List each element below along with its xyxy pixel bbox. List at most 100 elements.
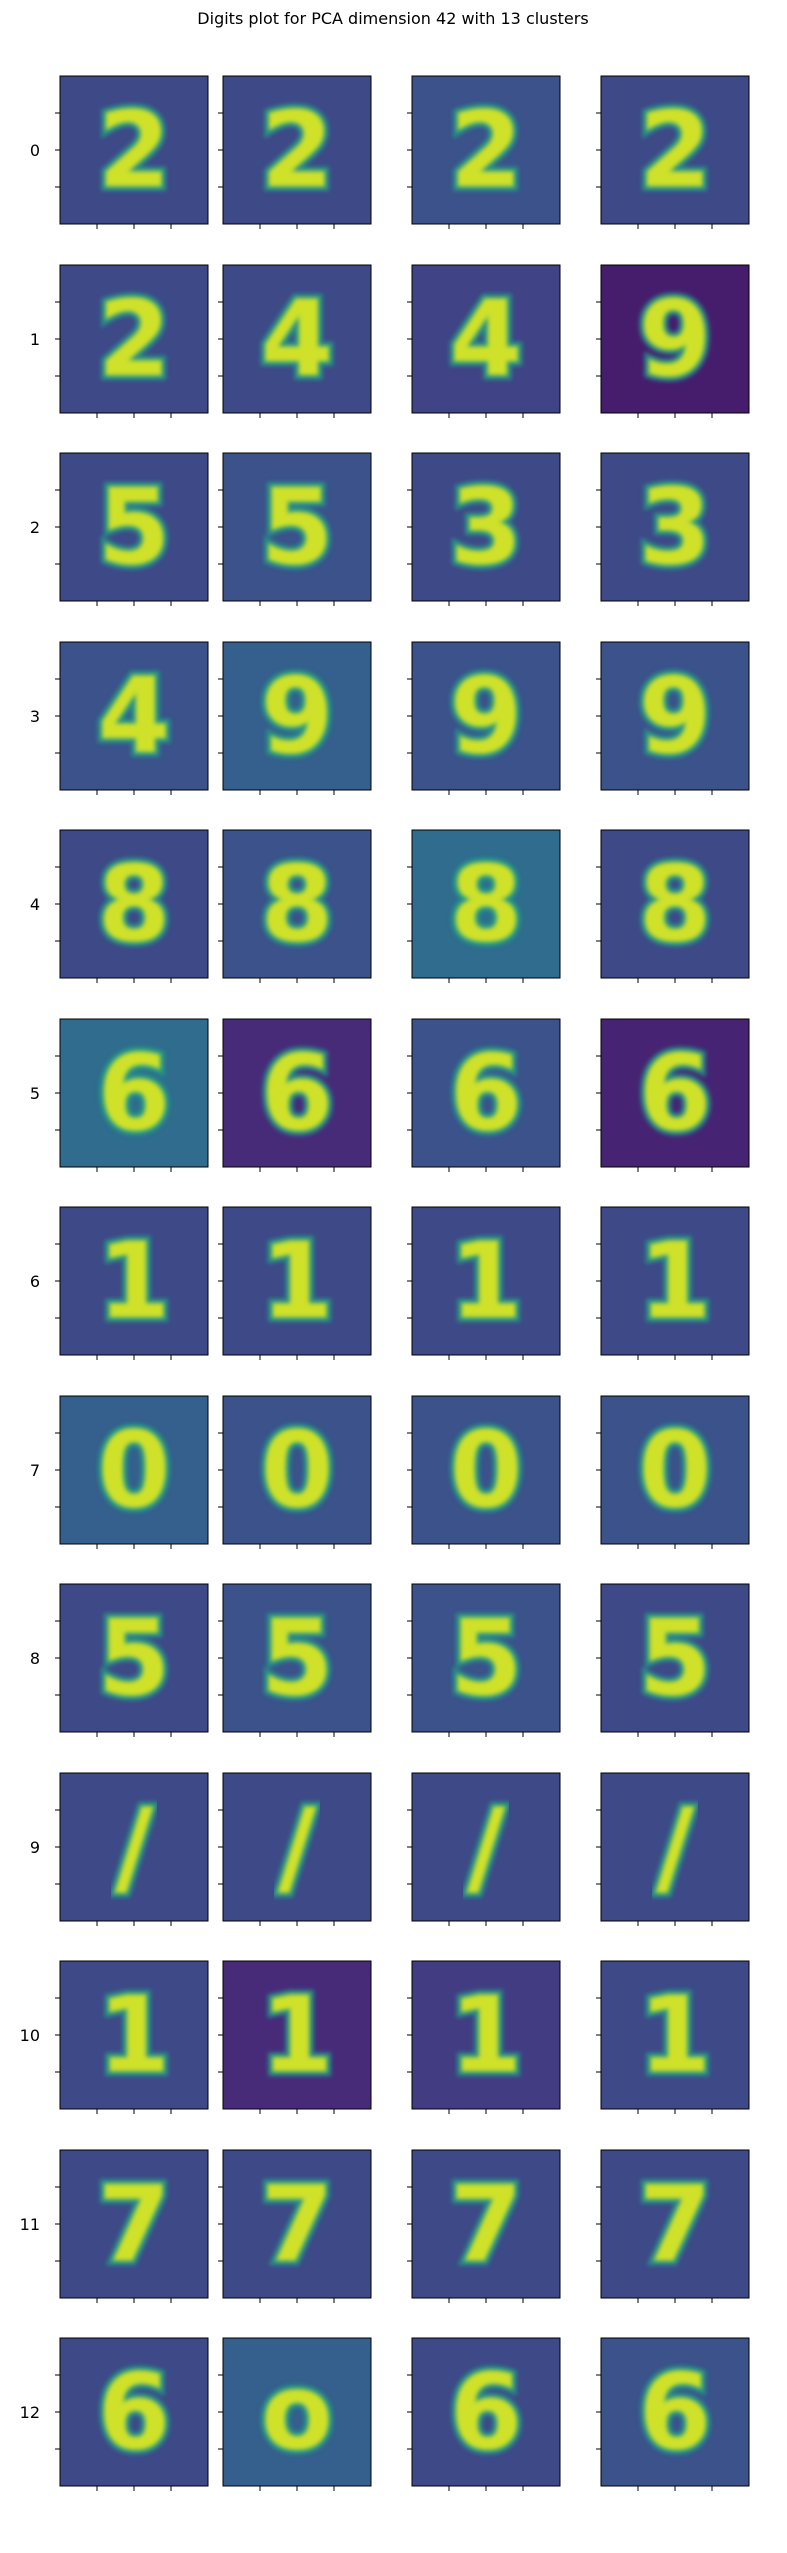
digit-glow: 2 xyxy=(98,89,170,211)
digit-panel: 66 xyxy=(596,1018,750,1172)
digit-panel: 55 xyxy=(407,1583,561,1737)
panel-background xyxy=(60,830,208,978)
row-label: 4 xyxy=(30,895,40,914)
digit-glow: o xyxy=(261,2351,332,2473)
digit-panel: 00 xyxy=(218,1395,372,1549)
digit-panel: 22 xyxy=(55,75,209,229)
digit-glow: 3 xyxy=(639,466,711,588)
digit-glyph: 0 xyxy=(261,1409,333,1531)
digit-glow: 6 xyxy=(450,2351,522,2473)
digit-glow: / xyxy=(115,1786,153,1908)
panel-background xyxy=(60,1396,208,1544)
digit-glyph: 9 xyxy=(261,655,333,777)
digit-glyph: 7 xyxy=(450,2163,522,2285)
digit-glyph: o xyxy=(261,2351,332,2473)
panel-background xyxy=(412,1019,560,1167)
digit-panel: 99 xyxy=(218,641,372,795)
digit-glyph: 6 xyxy=(98,1032,170,1154)
digit-glyph: 1 xyxy=(450,1974,522,2096)
panel-background xyxy=(223,1584,371,1732)
digit-panel: // xyxy=(218,1772,372,1926)
digit-glyph: / xyxy=(278,1786,316,1908)
digit-panel: 88 xyxy=(218,829,372,983)
digit-glyph: 5 xyxy=(261,466,333,588)
digit-glow: 6 xyxy=(98,1032,170,1154)
digit-glyph: 0 xyxy=(639,1409,711,1531)
row-label: 1 xyxy=(30,330,40,349)
digit-glyph: 5 xyxy=(450,1597,522,1719)
digit-glyph: 1 xyxy=(639,1974,711,2096)
digit-glyph: 1 xyxy=(261,1220,333,1342)
digit-panel: // xyxy=(596,1772,750,1926)
panel-background xyxy=(60,1207,208,1355)
panel-background xyxy=(601,1584,749,1732)
digit-glow: 8 xyxy=(261,843,333,965)
panel-background xyxy=(223,1019,371,1167)
panel-background xyxy=(412,1773,560,1921)
panel-background xyxy=(601,76,749,224)
digit-glow: / xyxy=(656,1786,694,1908)
digit-panel: 99 xyxy=(407,641,561,795)
digit-glyph: 5 xyxy=(98,466,170,588)
panel-background xyxy=(412,830,560,978)
panel-background xyxy=(60,1019,208,1167)
digit-glow: 2 xyxy=(98,278,170,400)
digit-panel: 11 xyxy=(407,1960,561,2114)
digit-glow: 2 xyxy=(261,89,333,211)
row-label: 11 xyxy=(20,2215,40,2234)
digit-panel: 44 xyxy=(218,264,372,418)
digit-glow: 6 xyxy=(98,2351,170,2473)
digit-panel: 00 xyxy=(55,1395,209,1549)
digit-panel: 66 xyxy=(55,1018,209,1172)
digit-glow: 7 xyxy=(98,2163,170,2285)
digit-glow: 7 xyxy=(639,2163,711,2285)
panel-background xyxy=(412,1396,560,1544)
digit-glyph: 1 xyxy=(98,1974,170,2096)
digit-panel: 77 xyxy=(596,2149,750,2303)
digit-glyph: 8 xyxy=(98,843,170,965)
digit-glyph: / xyxy=(467,1786,505,1908)
digit-panel: 77 xyxy=(55,2149,209,2303)
panel-background xyxy=(412,265,560,413)
row-label: 12 xyxy=(20,2403,40,2422)
digit-glyph: 2 xyxy=(261,89,333,211)
digit-glyph: 2 xyxy=(98,278,170,400)
digit-glow: 1 xyxy=(639,1974,711,2096)
digit-glow: 6 xyxy=(450,1032,522,1154)
digit-glow: 5 xyxy=(261,1597,333,1719)
digit-glyph: 7 xyxy=(98,2163,170,2285)
digit-glow: 0 xyxy=(450,1409,522,1531)
digit-glyph: 2 xyxy=(639,89,711,211)
digit-glow: 0 xyxy=(98,1409,170,1531)
digit-glow: 0 xyxy=(639,1409,711,1531)
digit-glyph: 3 xyxy=(639,466,711,588)
image-grid: 0 22 22 22 221 22 44 44 992 55 55 33 333 44 99 99 994 88 8… xyxy=(20,75,750,2491)
digit-glyph: 9 xyxy=(639,655,711,777)
digit-glyph: 6 xyxy=(261,1032,333,1154)
row-label: 0 xyxy=(30,141,40,160)
row-label: 9 xyxy=(30,1838,40,1857)
row-label: 5 xyxy=(30,1084,40,1103)
digit-panel: 66 xyxy=(407,1018,561,1172)
digit-glow: 5 xyxy=(261,466,333,588)
panel-background xyxy=(601,1773,749,1921)
panel-background xyxy=(223,1396,371,1544)
digit-glyph: 0 xyxy=(450,1409,522,1531)
digit-panel: 66 xyxy=(596,2337,750,2491)
digit-glyph: 2 xyxy=(450,89,522,211)
digit-glow: / xyxy=(467,1786,505,1908)
digit-glyph: 1 xyxy=(261,1974,333,2096)
digit-panel: 22 xyxy=(596,75,750,229)
digit-glyph: 7 xyxy=(639,2163,711,2285)
digit-panel: 66 xyxy=(218,1018,372,1172)
digit-panel: 00 xyxy=(407,1395,561,1549)
digit-panel: 66 xyxy=(55,2337,209,2491)
panel-background xyxy=(412,76,560,224)
panel-background xyxy=(601,1207,749,1355)
digit-glow: 3 xyxy=(450,466,522,588)
digit-glyph: 5 xyxy=(98,1597,170,1719)
row-label: 7 xyxy=(30,1461,40,1480)
figure-title: Digits plot for PCA dimension 42 with 13… xyxy=(197,9,588,28)
digit-panel: 11 xyxy=(596,1960,750,2114)
digit-glyph: 9 xyxy=(450,655,522,777)
